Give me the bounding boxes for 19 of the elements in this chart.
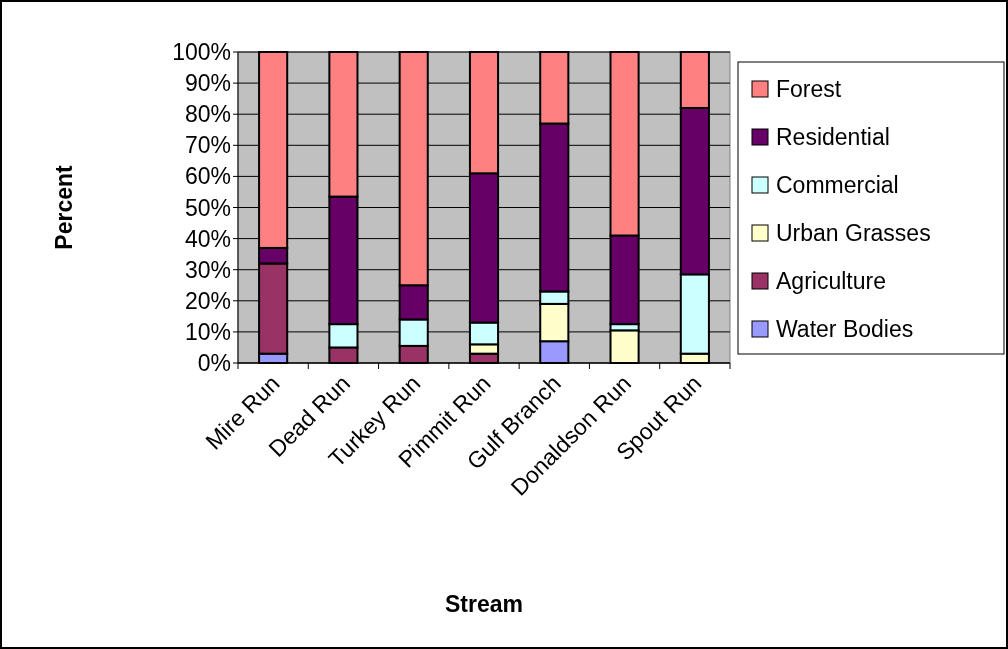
y-tick-label: 90%: [184, 70, 231, 97]
legend-label: Agriculture: [776, 268, 886, 295]
legend-label: Water Bodies: [776, 316, 914, 343]
y-tick-label: 0%: [197, 350, 231, 377]
y-axis-title: Percent: [51, 164, 77, 250]
legend-label: Urban Grasses: [776, 220, 931, 247]
legend-label: Residential: [776, 124, 890, 151]
y-tick-label: 80%: [184, 101, 231, 128]
y-tick-label: 70%: [184, 132, 231, 159]
y-tick-label: 100%: [172, 39, 231, 66]
legend-label: Commercial: [776, 172, 899, 199]
y-tick-label: 30%: [184, 256, 231, 283]
y-tick-label: 40%: [184, 225, 231, 252]
x-axis-title: Stream: [445, 591, 523, 617]
y-tick-label: 60%: [184, 163, 231, 190]
y-tick-label: 20%: [184, 287, 231, 314]
y-tick-label: 50%: [184, 194, 231, 221]
legend-label: Forest: [776, 76, 842, 103]
y-tick-label: 10%: [184, 318, 231, 345]
